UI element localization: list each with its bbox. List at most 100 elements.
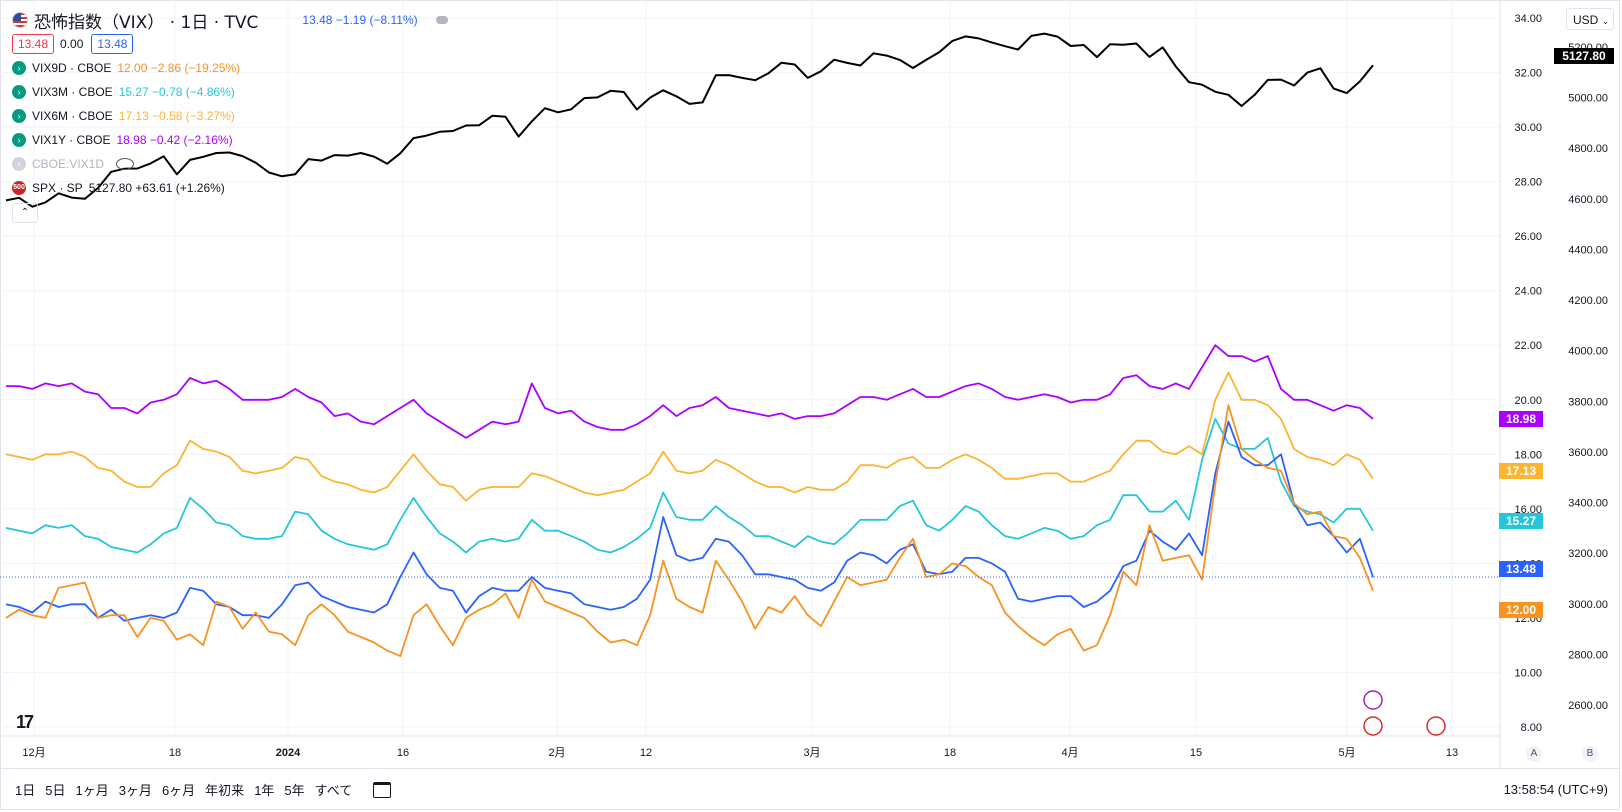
x-tick-label: 18 <box>944 747 956 759</box>
right-axis-tick-label: 5000.00 <box>1568 93 1608 105</box>
right-axis-tick-label: 3200.00 <box>1568 548 1608 560</box>
legend-item-vix6m[interactable]: › VIX6M · CBOE 17.13 −0.58 (−3.27%) <box>12 104 448 128</box>
right-axis-tick-label: 2800.00 <box>1568 649 1608 661</box>
chart-title[interactable]: 恐怖指数（VIX） · 1日 · TVC <box>34 12 259 33</box>
x-tick-label: 13 <box>1446 747 1458 759</box>
sell-price-box[interactable]: 13.48 <box>12 34 55 54</box>
right-axis-tick-label: 3000.00 <box>1568 599 1608 611</box>
range-5y-button[interactable]: 5年 <box>284 783 305 798</box>
price-tag-vix: 13.48 <box>1499 561 1543 577</box>
right-axis-tick-label: 4800.00 <box>1568 143 1608 155</box>
collapse-legend-button[interactable]: ⌃ <box>12 203 38 223</box>
range-5d-button[interactable]: 5日 <box>45 783 66 798</box>
price-tag-vix6m: 17.13 <box>1499 463 1543 479</box>
price-tag-vix3m: 15.27 <box>1499 513 1543 529</box>
left-axis-tick-label: 18.00 <box>1514 449 1542 461</box>
left-axis-tick-label: 10.00 <box>1514 667 1542 679</box>
right-axis-tick-label: 4000.00 <box>1568 346 1608 358</box>
more-options-icon[interactable] <box>435 16 448 24</box>
left-axis-tick-label: 32.00 <box>1514 68 1542 80</box>
x-tick-label: 2024 <box>276 747 301 759</box>
chevron-right-icon[interactable]: › <box>12 157 26 171</box>
x-tick-label: 3月 <box>803 747 820 759</box>
x-tick-label: 2月 <box>548 747 565 759</box>
range-6m-button[interactable]: 6ヶ月 <box>161 783 196 798</box>
price-tag-spx: 5127.80 <box>1554 48 1614 64</box>
left-axis-tick-label: 26.00 <box>1514 231 1542 243</box>
tradingview-logo[interactable]: 17 <box>16 712 34 732</box>
legend-symbol: VIX6M · CBOE <box>32 109 113 123</box>
series-line-vix1y <box>6 344 1374 439</box>
range-1y-button[interactable]: 1年 <box>254 783 275 798</box>
left-axis-tick-label: 22.00 <box>1514 340 1542 352</box>
chevron-down-icon: ⌄ <box>1601 16 1610 26</box>
legend-values: 18.98 −0.42 (−2.16%) <box>116 133 233 147</box>
legend-symbol: VIX3M · CBOE <box>32 85 113 99</box>
left-axis-tick-label: 28.00 <box>1514 177 1542 189</box>
currency-select[interactable]: USD ⌄ <box>1566 8 1614 30</box>
chevron-right-icon[interactable]: › <box>12 61 26 75</box>
legend-values: 17.13 −0.58 (−3.27%) <box>118 109 235 123</box>
spx-icon: 500 <box>12 181 26 195</box>
event-flash-icon <box>1363 690 1383 710</box>
vix-values: 13.48 −1.19 (−8.11%) <box>302 13 418 27</box>
series-line-spx <box>5 32 1374 208</box>
right-axis-tick-label: 3400.00 <box>1568 498 1608 510</box>
left-axis-tick-label: 34.00 <box>1514 13 1542 25</box>
range-all-button[interactable]: すべて <box>314 783 353 798</box>
x-tick-label: 4月 <box>1061 747 1078 759</box>
legend: 恐怖指数（VIX） · 1日 · TVC 13.48 −1.19 (−8.11%… <box>12 8 448 224</box>
clock[interactable]: 13:58:54 (UTC+9) <box>1503 782 1608 797</box>
legend-item-vix1y[interactable]: › VIX1Y · CBOE 18.98 −0.42 (−2.16%) <box>12 128 448 152</box>
left-axis-tick-label: 16.00 <box>1514 504 1542 516</box>
legend-values: 12.00 −2.86 (−19.25%) <box>117 61 241 75</box>
bottom-toolbar: 1日 5日 1ヶ月 3ヶ月 6ヶ月 年初来 1年 5年 すべて 13:58:54… <box>0 768 1620 810</box>
x-tick-label: 18 <box>169 747 181 759</box>
legend-symbol: CBOE:VIX1D <box>32 157 105 171</box>
x-tick-label: 5月 <box>1338 747 1355 759</box>
us-flag-icon <box>12 12 28 28</box>
left-axis-tick-label: 8.00 <box>1521 722 1542 734</box>
right-axis-tick-label: 4600.00 <box>1568 194 1608 206</box>
legend-item-vix1d[interactable]: › CBOE:VIX1D <box>12 152 448 176</box>
axis-auto-button[interactable]: A <box>1526 746 1542 762</box>
spread-value: 0.00 <box>60 37 84 51</box>
us-event-icon <box>1363 716 1383 736</box>
legend-collapse-row: ⌃ <box>12 200 448 224</box>
calendar-icon[interactable] <box>373 781 392 798</box>
currency-label: USD <box>1573 13 1599 27</box>
x-tick-label: 16 <box>397 747 409 759</box>
range-1m-button[interactable]: 1ヶ月 <box>75 783 109 798</box>
price-tag-vix9d: 12.00 <box>1499 602 1543 618</box>
axis-b-button[interactable]: B <box>1582 746 1598 762</box>
range-3m-button[interactable]: 3ヶ月 <box>118 783 152 798</box>
legend-item-vix3m[interactable]: › VIX3M · CBOE 15.27 −0.78 (−4.86%) <box>12 80 448 104</box>
left-axis-tick-label: 24.00 <box>1514 286 1542 298</box>
legend-values: 5127.80 +63.61 (+1.26%) <box>88 181 225 195</box>
range-1d-button[interactable]: 1日 <box>15 783 36 798</box>
range-ytd-button[interactable]: 年初来 <box>205 783 245 798</box>
hidden-eye-icon[interactable] <box>116 158 135 170</box>
legend-item-vix9d[interactable]: › VIX9D · CBOE 12.00 −2.86 (−19.25%) <box>12 56 448 80</box>
legend-symbol: VIX1Y · CBOE <box>32 133 111 147</box>
left-axis-tick-label: 30.00 <box>1514 122 1542 134</box>
legend-item-spx[interactable]: 500 SPX · SP 5127.80 +63.61 (+1.26%) <box>12 176 448 200</box>
chevron-right-icon[interactable]: › <box>12 133 26 147</box>
legend-values: 15.27 −0.78 (−4.86%) <box>118 85 235 99</box>
legend-main-row: 恐怖指数（VIX） · 1日 · TVC 13.48 −1.19 (−8.11%… <box>12 8 448 33</box>
left-axis-tick-label: 20.00 <box>1514 395 1542 407</box>
right-axis-tick-label: 3800.00 <box>1568 396 1608 408</box>
chevron-right-icon[interactable]: › <box>12 85 26 99</box>
chevron-right-icon[interactable]: › <box>12 109 26 123</box>
us-event-icon <box>1426 716 1446 736</box>
legend-symbol: SPX · SP <box>32 181 83 195</box>
buy-price-box[interactable]: 13.48 <box>91 34 134 54</box>
right-axis-tick-label: 4200.00 <box>1568 295 1608 307</box>
legend-symbol: VIX9D · CBOE <box>32 61 112 75</box>
right-axis-tick-label: 2600.00 <box>1568 700 1608 712</box>
series-line-vix9d <box>5 404 1374 657</box>
x-tick-label: 12 <box>640 747 652 759</box>
x-tick-label: 15 <box>1190 747 1202 759</box>
ohlc-row: 13.48 0.00 13.48 <box>12 32 448 56</box>
